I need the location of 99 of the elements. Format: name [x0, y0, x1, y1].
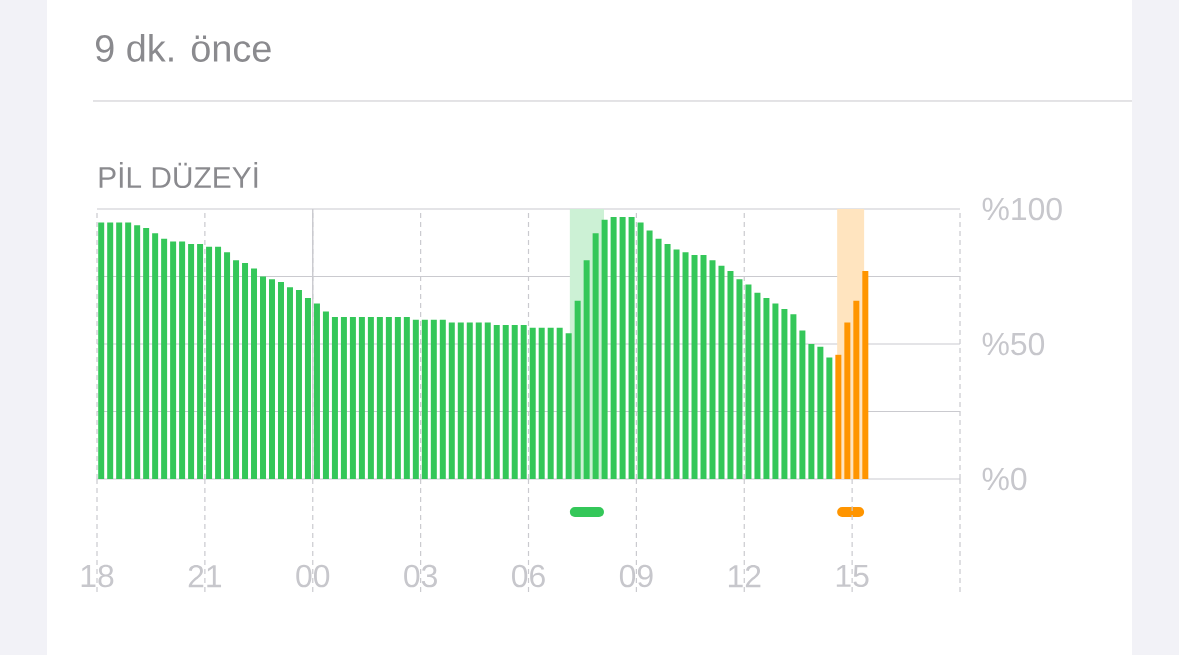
bar	[592, 233, 599, 479]
x-tick-label: 12	[728, 564, 761, 588]
bar	[574, 300, 581, 479]
x-tick-label: 15	[836, 564, 869, 588]
x-tick-label: 06	[512, 564, 545, 588]
bar	[862, 271, 869, 479]
bar	[98, 222, 105, 479]
bar	[754, 292, 761, 479]
bar	[269, 279, 275, 479]
bar	[421, 319, 428, 479]
bar	[619, 217, 626, 479]
bar	[493, 325, 500, 479]
bar	[673, 249, 680, 479]
bar	[457, 322, 464, 479]
bar	[367, 317, 374, 479]
bar	[125, 222, 132, 479]
bar	[242, 263, 249, 479]
x-tick-label: 21	[188, 564, 222, 588]
bar	[664, 244, 671, 479]
bar	[233, 260, 240, 479]
bar	[583, 260, 590, 479]
bar	[835, 354, 842, 479]
bar	[152, 233, 159, 479]
x-tick-label: 18	[81, 564, 114, 588]
bar	[349, 317, 356, 479]
bar	[295, 290, 302, 479]
text: 9 dk. önce	[95, 34, 271, 62]
x-tick-label: 00	[296, 564, 330, 588]
bar	[304, 298, 311, 479]
bar	[745, 284, 752, 479]
y-tick-label: %0	[982, 467, 1027, 491]
bar	[781, 308, 788, 479]
bar	[161, 238, 168, 479]
y-tick-label: %50	[982, 332, 1045, 356]
bar	[511, 325, 518, 479]
bar	[637, 222, 644, 479]
bar	[547, 327, 554, 479]
bar	[260, 276, 267, 479]
bar	[529, 327, 536, 479]
bar	[484, 322, 491, 479]
bar	[538, 327, 545, 479]
bar	[358, 317, 365, 479]
chart-title: PİL DÜZEYİ	[99, 161, 258, 189]
bar	[197, 244, 204, 479]
x-tick-label: 03	[404, 564, 437, 588]
bar	[817, 346, 824, 479]
bar	[790, 314, 797, 479]
bar	[718, 265, 725, 479]
bar	[340, 317, 347, 479]
bar	[430, 319, 437, 479]
bar	[466, 322, 473, 479]
bar	[412, 319, 419, 479]
bar	[322, 311, 329, 479]
x-tick-label: 09	[619, 564, 653, 588]
bar	[826, 357, 833, 479]
bar	[520, 325, 527, 479]
bar	[251, 268, 258, 479]
bar	[206, 246, 213, 479]
bar	[170, 241, 177, 479]
bar	[646, 230, 653, 479]
bar	[691, 254, 698, 479]
bar	[286, 287, 293, 479]
bar	[844, 322, 851, 479]
bar	[610, 217, 617, 479]
bar	[682, 252, 689, 479]
bar	[134, 225, 141, 479]
bar	[313, 303, 320, 479]
bar	[116, 222, 123, 479]
y-tick-label: %100	[982, 197, 1062, 221]
bar	[853, 300, 860, 479]
bar	[700, 254, 707, 479]
bar	[394, 317, 401, 479]
bar	[107, 222, 114, 479]
bar	[763, 298, 770, 479]
bar	[727, 271, 734, 479]
bar	[772, 303, 779, 479]
bar	[376, 317, 383, 479]
bar	[448, 322, 455, 479]
bar	[799, 330, 806, 479]
bar	[502, 325, 509, 479]
bar	[655, 238, 662, 479]
bar	[736, 279, 743, 479]
bar	[475, 322, 482, 479]
bar	[601, 219, 608, 479]
bar	[224, 252, 231, 479]
bar	[179, 241, 186, 479]
bar	[556, 327, 563, 479]
bar	[565, 333, 572, 479]
bar	[709, 260, 716, 479]
bar	[331, 317, 338, 479]
bar	[277, 281, 284, 479]
bar	[628, 217, 635, 479]
bar	[385, 317, 392, 479]
bar	[215, 246, 222, 479]
bar	[403, 317, 410, 479]
bar	[143, 227, 150, 479]
bar	[439, 319, 446, 479]
bar	[808, 344, 815, 479]
bar	[188, 244, 195, 479]
